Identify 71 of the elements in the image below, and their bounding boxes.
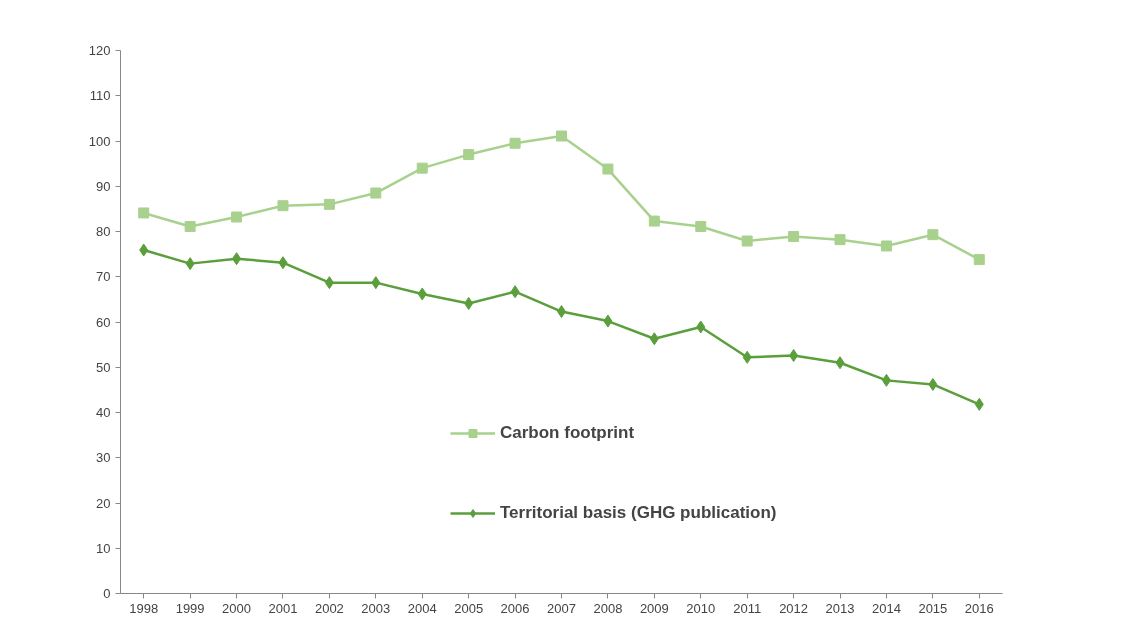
point xyxy=(974,397,984,411)
y-tick-label: 110 xyxy=(89,88,111,104)
y-tick-label: 120 xyxy=(88,43,111,58)
x-tick-label: 2015 xyxy=(918,600,948,616)
legend-label: Carbon footprint xyxy=(500,423,635,443)
point xyxy=(277,200,289,212)
x-tick-label: 2006 xyxy=(500,600,530,616)
point xyxy=(927,229,939,241)
point xyxy=(323,198,335,210)
y-tick-label: 20 xyxy=(96,495,111,511)
y-tick-label: 70 xyxy=(96,269,111,285)
point xyxy=(602,163,614,175)
x-tick-label: 2016 xyxy=(964,600,994,616)
point xyxy=(928,377,938,391)
y-tick-label: 60 xyxy=(96,314,111,330)
point xyxy=(835,356,845,370)
point xyxy=(788,230,800,242)
point xyxy=(973,254,985,266)
point xyxy=(464,296,474,310)
point xyxy=(232,252,242,266)
x-tick-label: 2004 xyxy=(407,600,437,616)
point xyxy=(138,207,150,219)
point xyxy=(696,320,706,334)
x-tick-label: 1999 xyxy=(175,600,205,616)
x-tick-label: 2005 xyxy=(454,600,484,616)
y-tick-label: 80 xyxy=(96,224,111,239)
point xyxy=(789,348,799,362)
y-tick-label: 30 xyxy=(96,450,111,466)
y-tick-label: 50 xyxy=(96,359,111,375)
y-tick-label: 10 xyxy=(96,540,111,556)
x-tick-label: 2011 xyxy=(733,600,762,616)
point xyxy=(184,221,196,233)
point xyxy=(834,234,846,246)
y-tick-label: 100 xyxy=(88,133,111,149)
legend-label: Territorial basis (GHG publication) xyxy=(500,503,777,523)
x-tick-label: 2007 xyxy=(547,600,576,616)
point xyxy=(741,235,753,247)
point xyxy=(510,285,520,299)
point xyxy=(648,215,660,227)
point xyxy=(324,276,334,290)
point xyxy=(231,211,243,223)
point xyxy=(649,332,659,346)
x-tick-label: 2013 xyxy=(825,600,855,616)
point xyxy=(742,350,752,364)
x-tick-label: 2009 xyxy=(639,600,669,616)
point xyxy=(603,314,613,328)
x-tick-label: 2000 xyxy=(222,600,252,616)
x-tick-label: 2014 xyxy=(871,600,901,616)
x-tick-label: 2002 xyxy=(314,600,344,616)
y-tick-label: 90 xyxy=(96,178,111,194)
point xyxy=(371,276,381,290)
x-tick-label: 2003 xyxy=(361,600,391,616)
point xyxy=(463,149,475,161)
point xyxy=(417,287,427,301)
y-tick-label: 0 xyxy=(103,586,111,601)
point xyxy=(139,243,149,257)
x-tick-label: 2001 xyxy=(268,600,298,616)
point xyxy=(416,162,428,174)
point xyxy=(509,137,521,149)
point xyxy=(556,130,567,142)
point xyxy=(695,221,707,233)
x-tick-label: 2010 xyxy=(686,600,716,616)
x-tick-label: 2012 xyxy=(779,600,809,616)
point xyxy=(880,240,892,252)
point xyxy=(278,256,288,270)
x-tick-label: 1998 xyxy=(129,600,159,616)
x-tick-label: 2008 xyxy=(593,600,623,616)
point xyxy=(881,373,891,387)
point xyxy=(370,187,382,199)
point xyxy=(185,257,195,271)
y-tick-label: 40 xyxy=(96,405,111,420)
